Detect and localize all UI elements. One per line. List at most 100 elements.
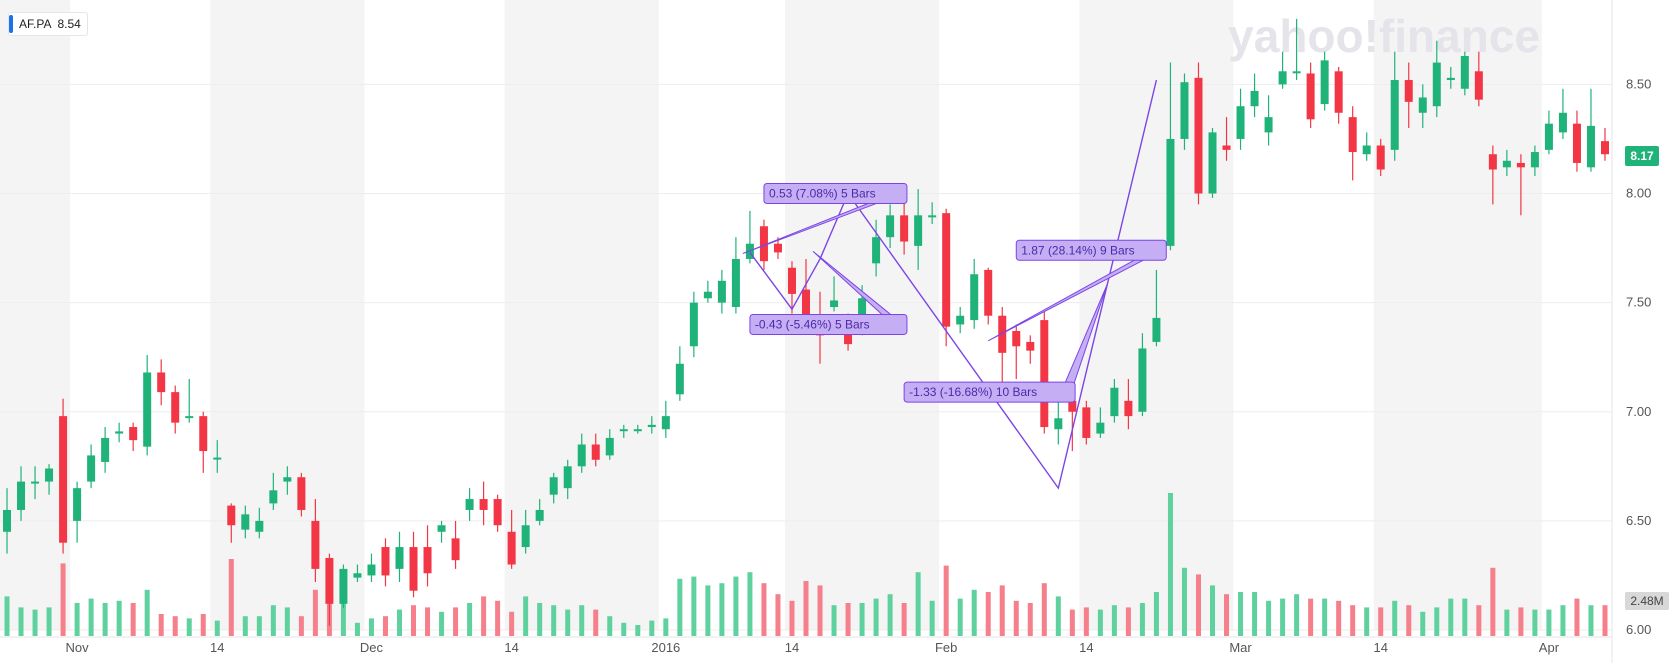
x-tick-label: Feb bbox=[935, 640, 957, 655]
volume-bar bbox=[481, 596, 487, 636]
volume-bar bbox=[1139, 603, 1145, 636]
volume-bar bbox=[18, 607, 24, 636]
volume-badge: 2.48M bbox=[1625, 592, 1669, 610]
volume-bar bbox=[298, 616, 304, 636]
volume-bar bbox=[74, 603, 80, 636]
candle-body bbox=[227, 505, 236, 526]
volume-bar bbox=[1055, 596, 1061, 636]
ticker-color-marker bbox=[9, 15, 13, 33]
x-tick-label: Nov bbox=[66, 640, 90, 655]
candle-body bbox=[1460, 56, 1469, 89]
annotation-1: -0.43 (-5.46%) 5 Bars bbox=[749, 250, 908, 335]
volume-bar bbox=[1490, 567, 1496, 636]
volume-bar bbox=[1167, 493, 1173, 636]
volume-bar bbox=[929, 600, 935, 636]
volume-bar bbox=[831, 605, 837, 636]
candle-body bbox=[1152, 317, 1161, 342]
candle-body bbox=[395, 547, 404, 569]
candle-body bbox=[1292, 71, 1301, 74]
volume-bar bbox=[705, 585, 711, 636]
last-price-badge: 8.17 bbox=[1625, 146, 1659, 166]
volume-bar bbox=[1560, 605, 1566, 636]
volume-bar bbox=[663, 618, 669, 636]
volume-bar bbox=[1308, 598, 1314, 636]
candle-body bbox=[872, 237, 881, 264]
candle-body bbox=[1110, 387, 1119, 417]
candle-body bbox=[199, 416, 208, 452]
candle-body bbox=[731, 258, 740, 307]
volume-bar bbox=[789, 600, 795, 636]
candle-body bbox=[269, 490, 278, 504]
candle-body bbox=[1194, 77, 1203, 194]
candle-body bbox=[787, 267, 796, 294]
volume-bar bbox=[1195, 574, 1201, 636]
candle-body bbox=[914, 215, 923, 246]
volume-bar bbox=[621, 622, 627, 636]
candle-body bbox=[535, 509, 544, 521]
volume-bar bbox=[943, 565, 949, 636]
candle-body bbox=[465, 499, 474, 510]
volume-text: 2.48M bbox=[1630, 594, 1663, 608]
volume-bar bbox=[1027, 603, 1033, 636]
candle-body bbox=[1250, 90, 1259, 107]
volume-bar bbox=[915, 572, 921, 636]
volume-bar bbox=[1266, 600, 1272, 636]
volume-bar bbox=[565, 609, 571, 636]
volume-bar bbox=[32, 609, 38, 636]
volume-bar bbox=[719, 583, 725, 636]
volume-bar bbox=[523, 596, 529, 636]
candle-body bbox=[703, 291, 712, 299]
candle-body bbox=[1096, 422, 1105, 434]
volume-bar bbox=[1462, 598, 1468, 636]
candle-body bbox=[1012, 331, 1021, 347]
candle-body bbox=[970, 274, 979, 321]
candle-body bbox=[353, 573, 362, 578]
volume-bar bbox=[1280, 598, 1286, 636]
candle-body bbox=[283, 477, 292, 482]
volume-bar bbox=[747, 572, 753, 636]
volume-bar bbox=[649, 620, 655, 636]
x-tick-label: 14 bbox=[1373, 640, 1387, 655]
volume-bar bbox=[1518, 607, 1524, 636]
volume-bar bbox=[887, 594, 893, 636]
volume-bar bbox=[971, 589, 977, 636]
x-tick-label: Dec bbox=[360, 640, 384, 655]
volume-bar bbox=[957, 598, 963, 636]
candle-body bbox=[858, 298, 867, 329]
candle-body bbox=[1362, 145, 1371, 155]
candle-body bbox=[1488, 154, 1497, 170]
candle-body bbox=[605, 437, 614, 456]
candle-body bbox=[241, 514, 250, 530]
candle-body bbox=[339, 568, 348, 604]
candle-body bbox=[717, 280, 726, 303]
candle-body bbox=[1376, 145, 1385, 170]
volume-bar bbox=[60, 563, 66, 636]
volume-bar bbox=[1504, 609, 1510, 636]
x-tick-label: Apr bbox=[1539, 640, 1560, 655]
volume-bar bbox=[200, 614, 206, 636]
volume-bar bbox=[312, 589, 318, 636]
candle-body bbox=[1586, 125, 1595, 168]
candle-body bbox=[325, 557, 334, 604]
candle-body bbox=[689, 302, 698, 347]
candle-body bbox=[59, 416, 68, 543]
candle-body bbox=[87, 455, 96, 482]
candle-body bbox=[115, 431, 124, 434]
volume-bar bbox=[579, 605, 585, 636]
candle-body bbox=[45, 468, 54, 482]
candle-body bbox=[1530, 152, 1539, 168]
candle-body bbox=[591, 444, 600, 460]
candle-body bbox=[1418, 97, 1427, 113]
volume-bar bbox=[228, 559, 234, 636]
volume-bar bbox=[691, 576, 697, 636]
ticker-badge[interactable]: AF.PA 8.54 bbox=[8, 12, 88, 36]
volume-bar bbox=[677, 578, 683, 636]
candle-body bbox=[1348, 117, 1357, 153]
volume-bar bbox=[1546, 609, 1552, 636]
candle-body bbox=[493, 499, 502, 526]
candle-body bbox=[1390, 80, 1399, 150]
volume-bar bbox=[453, 607, 459, 636]
annotation-0: 0.53 (7.08%) 5 Bars bbox=[742, 183, 908, 254]
candle-body bbox=[1222, 145, 1231, 150]
